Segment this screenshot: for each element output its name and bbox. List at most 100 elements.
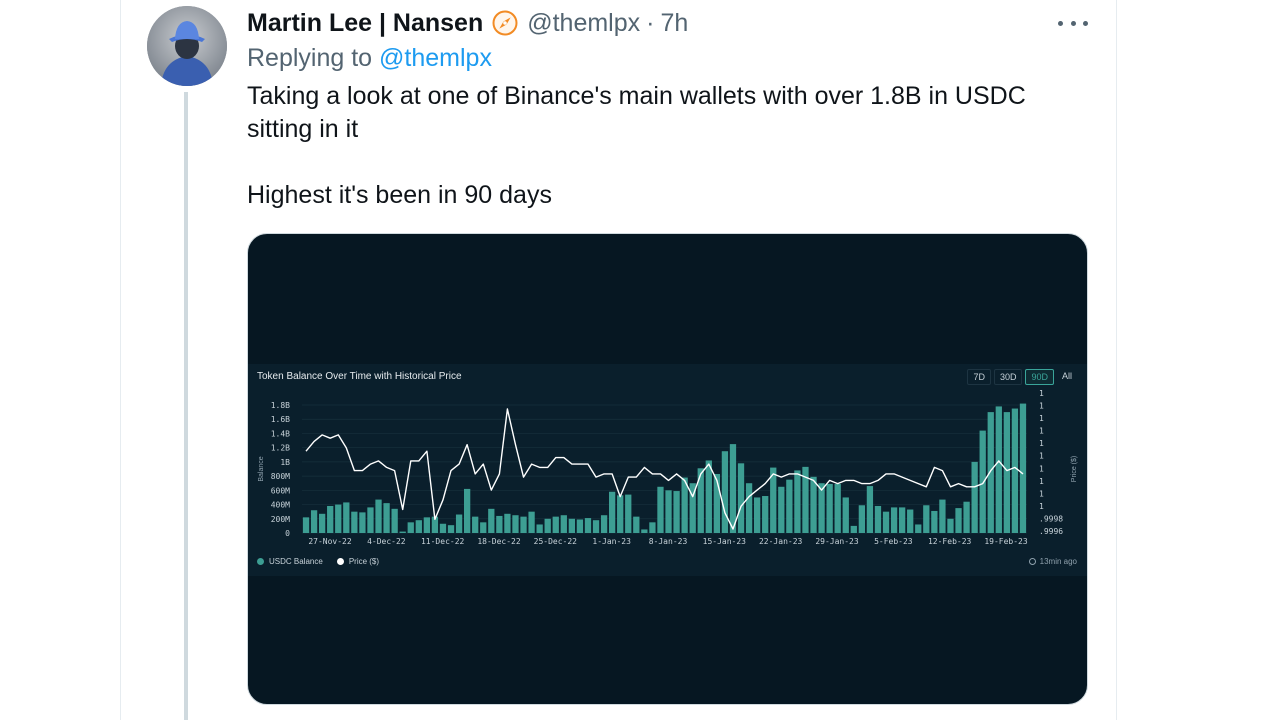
bar-usdc-balance xyxy=(762,496,769,533)
bar-usdc-balance xyxy=(786,479,793,533)
range-tab-7d[interactable]: 7D xyxy=(967,369,991,385)
x-tick-label: 1-Jan-23 xyxy=(592,537,631,546)
bar-usdc-balance xyxy=(697,468,704,533)
bar-usdc-balance xyxy=(850,525,857,533)
bar-usdc-balance xyxy=(971,461,978,533)
bar-usdc-balance xyxy=(552,516,559,533)
bar-usdc-balance xyxy=(826,483,833,533)
legend-swatch-balance xyxy=(257,558,264,565)
x-tick-label: 11-Dec-22 xyxy=(421,537,465,546)
bar-usdc-balance xyxy=(987,412,994,533)
y2-tick-label: 1 xyxy=(1039,402,1044,411)
bar-usdc-balance xyxy=(383,503,390,533)
nansen-chart-panel: 0 200M 400M 600M 800M 1B 1.2B 1.4B 1.6B 1.8B Balan… xyxy=(248,364,1087,576)
bar-usdc-balance xyxy=(302,517,310,533)
bar-usdc-balance xyxy=(947,518,954,533)
tweet-timestamp[interactable]: 7h xyxy=(660,8,689,37)
y2-tick-label: 1 xyxy=(1039,464,1044,473)
bar-usdc-balance xyxy=(874,505,882,533)
range-tab-30d[interactable]: 30D xyxy=(993,369,1023,385)
bar-usdc-balance xyxy=(1003,412,1011,533)
reply-thread-line xyxy=(184,92,188,720)
bar-usdc-balance xyxy=(802,466,809,533)
x-tick-label: 19-Feb-23 xyxy=(984,537,1028,546)
last-updated-text: 13min ago xyxy=(1039,557,1077,566)
bar-usdc-balance xyxy=(592,520,600,533)
bar-usdc-balance xyxy=(995,406,1002,533)
bar-usdc-balance xyxy=(407,522,414,533)
bar-usdc-balance xyxy=(721,451,729,533)
y-tick-label: 800M xyxy=(271,472,290,481)
bar-usdc-balance xyxy=(842,497,849,533)
bar-usdc-balance xyxy=(681,477,688,533)
bar-usdc-balance xyxy=(536,524,543,533)
avatar[interactable] xyxy=(147,6,227,86)
bar-usdc-balance xyxy=(367,507,374,533)
bar-usdc-balance xyxy=(480,522,487,533)
tweet-text-line: Highest it's been in 90 days xyxy=(247,181,552,209)
x-tick-label: 29-Jan-23 xyxy=(815,537,859,546)
bar-usdc-balance xyxy=(810,476,817,533)
bar-usdc-balance xyxy=(939,499,946,533)
x-tick-label: 27-Nov-22 xyxy=(308,537,352,546)
tweet-media-image[interactable]: 0 200M 400M 600M 800M 1B 1.2B 1.4B 1.6B 1.8B Balan… xyxy=(247,233,1088,705)
bar-usdc-balance xyxy=(907,509,914,533)
bar-usdc-balance xyxy=(979,430,986,533)
bar-usdc-balance xyxy=(463,488,471,533)
x-tick-label: 4-Dec-22 xyxy=(367,537,406,546)
bar-usdc-balance xyxy=(359,512,366,533)
y-tick-label: 0 xyxy=(285,529,290,538)
bar-usdc-balance xyxy=(431,516,439,533)
bar-usdc-balance xyxy=(737,463,745,533)
author-handle[interactable]: @themlpx xyxy=(527,8,641,37)
bar-usdc-balance xyxy=(713,473,721,533)
y-tick-label: 1B xyxy=(280,458,290,467)
price-line xyxy=(305,408,1024,530)
range-tab-90d[interactable]: 90D xyxy=(1025,369,1054,385)
author-name[interactable]: Martin Lee | Nansen xyxy=(247,8,484,37)
bar-usdc-balance xyxy=(705,460,712,533)
bar-usdc-balance xyxy=(600,515,608,533)
legend-item-balance[interactable]: USDC Balance xyxy=(257,557,323,566)
bar-usdc-balance xyxy=(439,523,447,533)
bar-usdc-balance xyxy=(689,483,696,533)
y-tick-label: 1.6B xyxy=(271,415,290,424)
y2-tick-label: 1 xyxy=(1039,477,1044,486)
bar-usdc-balance xyxy=(890,507,898,533)
bar-usdc-balance xyxy=(770,467,777,533)
bar-usdc-balance xyxy=(673,491,680,533)
y2-tick-label: 1 xyxy=(1039,427,1044,436)
x-tick-label: 22-Jan-23 xyxy=(759,537,803,546)
y2-tick-label: 1 xyxy=(1039,489,1044,498)
bar-usdc-balance xyxy=(882,511,890,533)
bar-usdc-balance xyxy=(665,490,672,533)
bar-usdc-balance xyxy=(343,502,350,533)
bar-usdc-balance xyxy=(633,516,640,533)
y-tick-label: 1.4B xyxy=(271,429,290,438)
bar-usdc-balance xyxy=(931,510,938,533)
replying-to-handle-link[interactable]: @themlpx xyxy=(379,44,492,72)
clock-icon xyxy=(1028,558,1036,565)
bar-usdc-balance xyxy=(1011,408,1019,533)
bar-usdc-balance xyxy=(351,511,358,533)
bar-usdc-balance xyxy=(310,510,318,533)
legend-item-price[interactable]: Price ($) xyxy=(336,557,379,566)
replying-to: Replying to @themlpx xyxy=(247,44,492,73)
bar-usdc-balance xyxy=(544,518,551,533)
bar-usdc-balance xyxy=(745,483,753,533)
range-tab-all[interactable]: All xyxy=(1061,371,1072,381)
bar-usdc-balance xyxy=(584,518,592,533)
bar-usdc-balance xyxy=(753,497,761,533)
bar-usdc-balance xyxy=(657,486,664,533)
bar-usdc-balance xyxy=(866,486,874,533)
x-tick-label: 12-Feb-23 xyxy=(928,537,972,546)
y2-tick-label: 1 xyxy=(1039,452,1044,461)
x-tick-label: 15-Jan-23 xyxy=(703,537,747,546)
bar-usdc-balance xyxy=(455,514,463,533)
chart-title: Token Balance Over Time with Historical … xyxy=(257,371,462,382)
bar-usdc-balance xyxy=(318,513,326,533)
bar-usdc-balance xyxy=(617,495,624,533)
more-options-button[interactable] xyxy=(1058,12,1088,34)
bar-usdc-balance xyxy=(898,507,906,533)
bar-usdc-balance xyxy=(472,516,479,533)
